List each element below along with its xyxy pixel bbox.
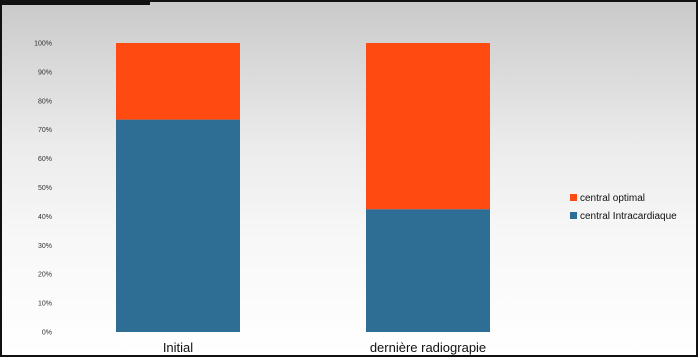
y-tick-label: 40% xyxy=(38,214,52,221)
x-category-label: dernière radiograpie xyxy=(370,340,486,355)
bar-segment xyxy=(366,209,490,332)
y-tick-label: 80% xyxy=(38,98,52,105)
y-tick-label: 30% xyxy=(38,243,52,250)
legend-swatch xyxy=(570,212,577,219)
y-tick-label: 0% xyxy=(42,330,52,337)
y-tick-label: 100% xyxy=(34,41,52,48)
legend: central optimal central Intracardiaque xyxy=(570,193,677,222)
y-tick-label: 20% xyxy=(38,272,52,279)
legend-label: central Intracardiaque xyxy=(580,211,677,222)
legend-swatch xyxy=(570,194,577,201)
y-tick-label: 50% xyxy=(38,185,52,192)
y-tick-label: 10% xyxy=(38,301,52,308)
bar-segment xyxy=(116,43,240,120)
x-category-label: Initial xyxy=(163,340,193,355)
top-border-accent xyxy=(0,0,150,5)
bar-segment xyxy=(116,119,240,333)
bar-segment xyxy=(366,43,490,210)
legend-label: central optimal xyxy=(580,193,645,204)
y-tick-label: 90% xyxy=(38,69,52,76)
y-tick-label: 60% xyxy=(38,156,52,163)
y-axis-ticks: 0% 10% 20% 30% 40% 50% 60% 70% 80% 90% 100% xyxy=(34,41,52,337)
x-axis-labels: Initial dernière radiograpie xyxy=(163,340,486,355)
y-tick-label: 70% xyxy=(38,127,52,134)
bars xyxy=(116,43,490,333)
